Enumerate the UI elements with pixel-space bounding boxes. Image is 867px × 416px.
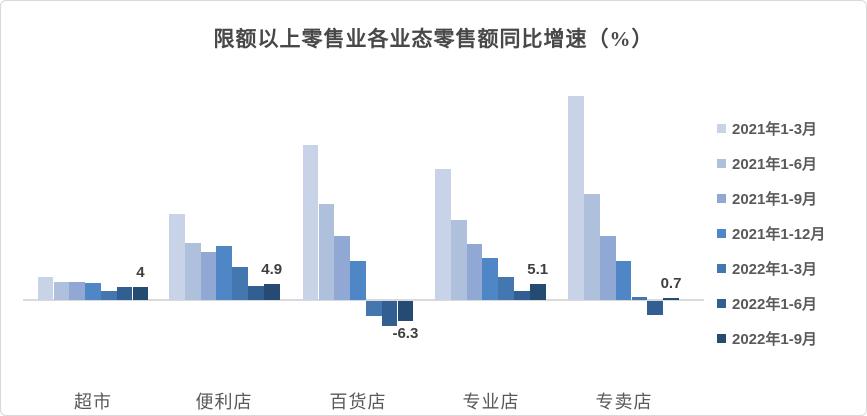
legend-swatch-icon: [717, 193, 726, 203]
data-label-百货店: -6.3: [392, 325, 419, 343]
bar-2022年1-9月-专业店: [529, 283, 546, 300]
legend-swatch-icon: [717, 123, 726, 133]
x-axis-line: [23, 299, 704, 301]
bar-2021年1-12月-便利店: [216, 245, 233, 300]
chart-legend: 2021年1-3月 2021年1-6月 2021年1-9月 2021年1-12月…: [717, 120, 826, 348]
legend-item: 2021年1-9月: [717, 190, 825, 208]
bar-2022年1-3月-百货店: [365, 301, 382, 317]
bar-2022年1-9月-专卖店: [663, 297, 679, 300]
legend-swatch-icon: [717, 298, 726, 308]
bar-2021年1-6月-超市: [53, 282, 70, 300]
bar-2021年1-9月-超市: [69, 281, 86, 300]
legend-label: 2021年1-9月: [732, 190, 818, 208]
legend-swatch-icon: [717, 263, 726, 273]
legend-swatch-icon: [717, 333, 726, 343]
x-label-exclusive-store: 专卖店: [595, 392, 653, 412]
bar-2022年1-9月-超市: [132, 287, 149, 300]
bar-2021年1-12月-超市: [85, 282, 101, 300]
bar-2021年1-9月-专卖店: [599, 235, 616, 300]
bar-2021年1-6月-便利店: [184, 243, 201, 300]
legend-item: 2021年1-6月: [717, 155, 825, 173]
x-label-specialty-store: 专业店: [462, 392, 520, 412]
legend-label: 2022年1-6月: [732, 295, 818, 313]
bar-2022年1-3月-便利店: [232, 267, 248, 300]
bar-2021年1-9月-便利店: [200, 252, 217, 300]
bar-2021年1-3月-便利店: [169, 214, 185, 300]
chart-title: 限额以上零售业各业态零售额同比增速（%）: [213, 27, 654, 51]
legend-item: 2022年1-3月: [717, 260, 825, 278]
bar-2022年1-3月-专业店: [498, 277, 514, 300]
bar-2022年1-6月-超市: [116, 286, 133, 300]
legend-swatch-icon: [717, 158, 726, 168]
data-label-专卖店: 0.7: [660, 274, 682, 292]
bar-2021年1-12月-专业店: [482, 258, 499, 300]
legend-swatch-icon: [717, 228, 726, 238]
bar-2022年1-6月-专业店: [514, 291, 530, 300]
legend-item: 2021年1-12月: [717, 225, 826, 243]
legend-label: 2021年1-3月: [732, 120, 818, 138]
legend-label: 2021年1-12月: [732, 225, 826, 243]
x-label-convenience-store: 便利店: [195, 392, 253, 412]
data-label-专业店: 5.1: [527, 260, 549, 278]
bar-2021年1-9月-专业店: [466, 243, 483, 300]
bar-2021年1-3月-专业店: [435, 169, 451, 300]
bar-2021年1-3月-超市: [37, 276, 54, 300]
data-label-超市: 4: [136, 264, 145, 282]
bar-2022年1-6月-便利店: [248, 286, 264, 300]
bar-2022年1-3月-超市: [100, 291, 117, 300]
bar-2021年1-3月-百货店: [302, 145, 319, 300]
legend-item: 2022年1-6月: [717, 295, 825, 313]
bar-2021年1-12月-专卖店: [615, 261, 632, 300]
bar-2021年1-6月-专业店: [450, 219, 467, 300]
x-label-supermarket: 超市: [74, 392, 112, 412]
bar-2022年1-9月-百货店: [397, 301, 414, 322]
legend-label: 2022年1-3月: [732, 260, 818, 278]
bar-2021年1-6月-百货店: [318, 203, 335, 300]
bar-2021年1-3月-专卖店: [568, 96, 585, 300]
bar-2021年1-12月-百货店: [350, 261, 366, 300]
legend-item: 2022年1-9月: [717, 330, 825, 348]
bar-2021年1-6月-专卖店: [584, 193, 600, 300]
legend-label: 2021年1-6月: [732, 155, 818, 173]
bar-2022年1-6月-百货店: [381, 301, 398, 326]
data-label-便利店: 4.9: [261, 261, 283, 279]
bar-2022年1-9月-便利店: [263, 284, 280, 300]
legend-label: 2022年1-9月: [732, 330, 818, 348]
bar-2022年1-6月-专卖店: [647, 301, 664, 315]
legend-item: 2021年1-3月: [717, 120, 825, 138]
x-label-department-store: 百货店: [329, 392, 387, 412]
bar-2021年1-9月-百货店: [334, 235, 351, 300]
bar-2022年1-3月-专卖店: [631, 296, 648, 300]
